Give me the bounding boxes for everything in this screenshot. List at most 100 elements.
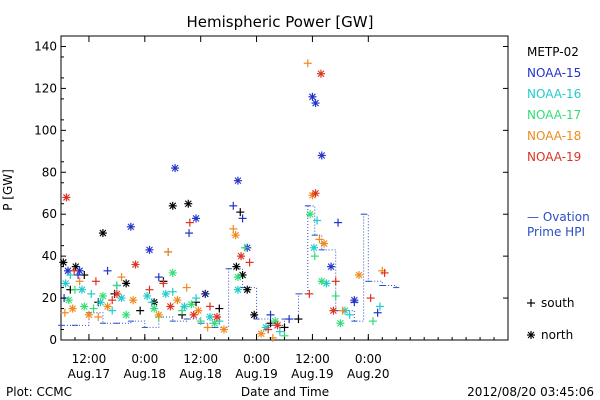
south-marker-noaa-17: [70, 285, 79, 294]
south-marker-metp-02: [294, 315, 303, 324]
y-tick-label: 120: [34, 81, 57, 95]
north-marker-noaa-16: [161, 289, 170, 298]
south-marker-noaa-19: [159, 279, 168, 288]
y-tick-label: 100: [34, 123, 57, 137]
y-tick-label: 140: [34, 39, 57, 53]
south-marker-noaa-16: [345, 310, 354, 319]
x-tick-label-time: 0:00: [243, 352, 270, 366]
south-marker-noaa-19: [185, 218, 194, 227]
legend-entry: NOAA-15: [527, 66, 581, 80]
north-marker-noaa-17: [336, 319, 345, 328]
south-marker-metp-02: [236, 208, 245, 217]
south-marker-noaa-18: [338, 306, 347, 315]
south-marker-noaa-15: [154, 273, 163, 282]
x-tick-label-date: Aug.19: [235, 367, 278, 381]
marker-legend-label: north: [541, 328, 573, 342]
ovation-legend-line2: Prime HPI: [527, 225, 585, 239]
south-marker-noaa-19: [366, 294, 375, 303]
north-marker-noaa-17: [64, 296, 73, 305]
north-marker-noaa-15: [145, 245, 154, 254]
y-axis-label: P [GW]: [1, 169, 15, 211]
south-marker-noaa-15: [201, 289, 210, 298]
x-tick-label-time: 12:00: [183, 352, 218, 366]
plot-frame: [60, 35, 509, 341]
north-marker-noaa-18: [84, 310, 93, 319]
marker-legend-north: [527, 331, 535, 339]
x-tick-label-time: 12:00: [295, 352, 330, 366]
x-tick-label-date: Aug.19: [291, 367, 334, 381]
y-tick-label: 20: [42, 291, 57, 305]
south-marker-noaa-17: [178, 306, 187, 315]
south-marker-noaa-18: [315, 235, 324, 244]
north-marker-metp-02: [250, 310, 259, 319]
south-marker-noaa-16: [313, 216, 322, 225]
x-axis-label: Date and Time: [241, 385, 329, 399]
south-marker-noaa-19: [331, 277, 340, 286]
north-marker-metp-02: [59, 258, 68, 267]
north-marker-metp-02: [168, 201, 177, 210]
y-tick-label: 0: [49, 333, 57, 347]
south-marker-noaa-19: [264, 325, 273, 334]
north-marker-noaa-16: [233, 285, 242, 294]
north-marker-metp-02: [122, 279, 131, 288]
north-marker-noaa-17: [150, 304, 159, 313]
south-marker-noaa-15: [266, 310, 275, 319]
footer-timestamp: 2012/08/20 03:45:06: [467, 385, 594, 399]
north-marker-noaa-16: [61, 279, 70, 288]
north-marker-noaa-19: [237, 252, 246, 261]
south-marker-noaa-19: [305, 289, 314, 298]
south-marker-metp-02: [215, 304, 224, 313]
north-marker-noaa-16: [96, 298, 105, 307]
y-tick-label: 40: [42, 249, 57, 263]
south-marker-metp-02: [136, 306, 145, 315]
north-marker-noaa-18: [320, 239, 329, 248]
north-marker-noaa-18: [257, 329, 266, 338]
legend-entry: NOAA-16: [527, 87, 581, 101]
south-marker-noaa-18: [75, 277, 84, 286]
legend-entry: NOAA-17: [527, 108, 581, 122]
south-marker-noaa-19: [70, 266, 79, 275]
north-marker-noaa-16: [180, 302, 189, 311]
north-marker-noaa-18: [129, 296, 138, 305]
x-tick-label-time: 0:00: [131, 352, 158, 366]
south-marker-noaa-17: [240, 243, 249, 252]
south-marker-noaa-19: [206, 302, 214, 311]
north-marker-noaa-15: [233, 176, 242, 185]
ovation-legend-line1: — Ovation: [527, 210, 590, 224]
south-marker-noaa-16: [275, 327, 284, 336]
north-marker-noaa-15: [308, 92, 317, 101]
north-marker-noaa-18: [355, 271, 363, 280]
north-marker-noaa-19: [131, 260, 140, 269]
north-marker-noaa-15: [311, 99, 320, 108]
x-tick-label-time: 12:00: [72, 352, 107, 366]
south-marker-noaa-17: [310, 252, 319, 261]
south-marker-noaa-16: [87, 289, 96, 298]
south-marker-noaa-15: [334, 218, 343, 227]
south-marker-noaa-16: [108, 306, 117, 315]
south-marker-noaa-18: [203, 323, 212, 332]
south-marker-noaa-18: [303, 59, 312, 68]
chart-title: Hemispheric Power [GW]: [187, 13, 374, 31]
x-tick-label-date: Aug.20: [347, 367, 390, 381]
south-marker-noaa-18: [60, 308, 69, 317]
ovation-hpi-line: [61, 205, 397, 328]
south-marker-noaa-16: [375, 302, 384, 311]
north-marker-metp-02: [98, 229, 107, 238]
north-marker-metp-02: [243, 285, 252, 294]
plot-area: [60, 35, 509, 341]
north-marker-noaa-18: [173, 296, 182, 305]
north-marker-noaa-18: [231, 231, 240, 240]
south-marker-noaa-17: [89, 304, 98, 313]
legend: METP-02 NOAA-15 NOAA-16 NOAA-17 NOAA-18 NOAA-…: [527, 45, 581, 342]
north-marker-noaa-17: [122, 310, 131, 319]
north-marker-noaa-17: [80, 302, 89, 311]
north-marker-noaa-17: [317, 277, 326, 286]
north-marker-noaa-16: [206, 312, 214, 321]
south-marker-noaa-19: [145, 285, 154, 294]
south-marker-noaa-17: [196, 317, 205, 326]
south-marker-noaa-17: [331, 291, 340, 300]
marker-legend-label: south: [541, 296, 575, 310]
x-tick-label-date: Aug.17: [68, 367, 111, 381]
x-tick-label-time: 0:00: [355, 352, 382, 366]
south-marker-noaa-19: [380, 268, 389, 277]
